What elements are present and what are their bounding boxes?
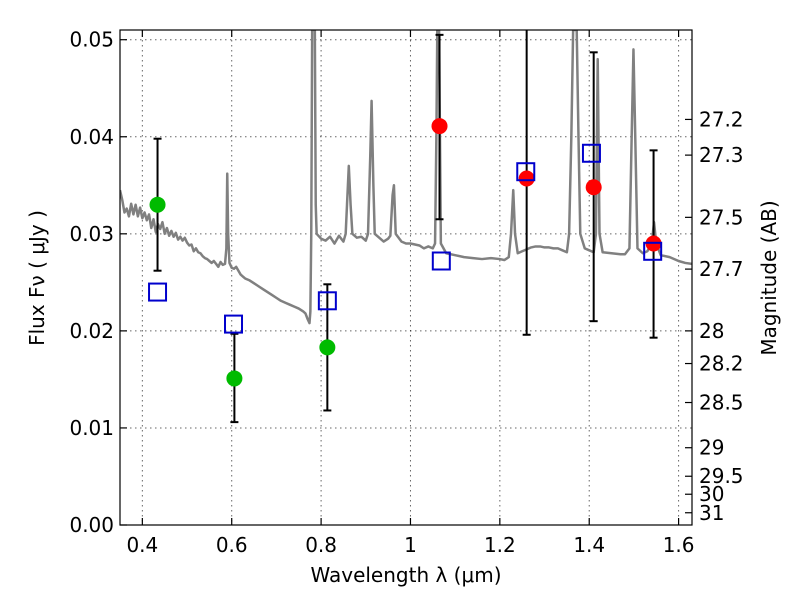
y-right-tick-label: 28.2 — [699, 352, 744, 376]
marker-layer — [148, 118, 663, 387]
y-right-tick-label: 28.5 — [699, 391, 744, 415]
model-square — [317, 291, 337, 311]
y-right-tick-label: 27.2 — [699, 107, 744, 131]
model-square — [581, 143, 601, 163]
y-tick-label: 0.02 — [69, 319, 114, 343]
x-tick-label: 0.8 — [305, 533, 337, 557]
spectrum-layer — [120, 30, 692, 325]
y-tick-label: 0.04 — [69, 125, 114, 149]
y-right-tick-label: 29.5 — [699, 464, 744, 488]
model-square — [148, 282, 168, 302]
grid-layer — [120, 30, 692, 526]
x-tick-label: 1.2 — [484, 533, 516, 557]
labels-layer: 0.4 0.6 0.8 1 1.2 1.4 1.6 0.00 0.01 0.02 0.03 0.04 0… — [69, 28, 743, 557]
y-right-tick-label: 30 — [699, 482, 724, 506]
red-data-point — [585, 179, 602, 196]
y-axis-title: Flux Fν ( μJy ) — [25, 210, 49, 346]
y-right-tick-label: 27.7 — [699, 257, 744, 281]
y-tick-label: 0.03 — [69, 222, 114, 246]
y-right-tick-label: 27.3 — [699, 143, 744, 167]
y-right-tick-label: 27.5 — [699, 205, 744, 229]
green-data-point — [226, 370, 243, 387]
x-tick-label: 0.6 — [216, 533, 248, 557]
x-axis-title: Wavelength λ (μm) — [310, 563, 501, 587]
model-square — [224, 314, 244, 334]
model-square — [516, 162, 536, 182]
red-data-point — [431, 118, 448, 135]
model-square — [643, 241, 663, 261]
axes-layer — [119, 29, 693, 526]
y-tick-label: 0.05 — [69, 28, 114, 52]
y-tick-label: 0.01 — [69, 416, 114, 440]
x-tick-label: 0.4 — [126, 533, 158, 557]
y-right-axis-title: Magnitude (AB) — [757, 200, 781, 355]
green-data-point — [149, 196, 166, 213]
x-tick-label: 1.6 — [663, 533, 695, 557]
y-right-tick-label: 31 — [699, 501, 724, 525]
green-data-point — [319, 339, 336, 356]
spectrum-line — [120, 30, 692, 325]
y-right-tick-label: 29 — [699, 436, 724, 460]
y-tick-label: 0.00 — [69, 513, 114, 537]
x-tick-label: 1.4 — [573, 533, 605, 557]
y-right-tick-label: 28 — [699, 319, 724, 343]
model-square — [431, 251, 451, 271]
x-tick-label: 1 — [404, 533, 417, 557]
red-data-point — [518, 170, 535, 187]
plot-frame — [119, 29, 693, 526]
